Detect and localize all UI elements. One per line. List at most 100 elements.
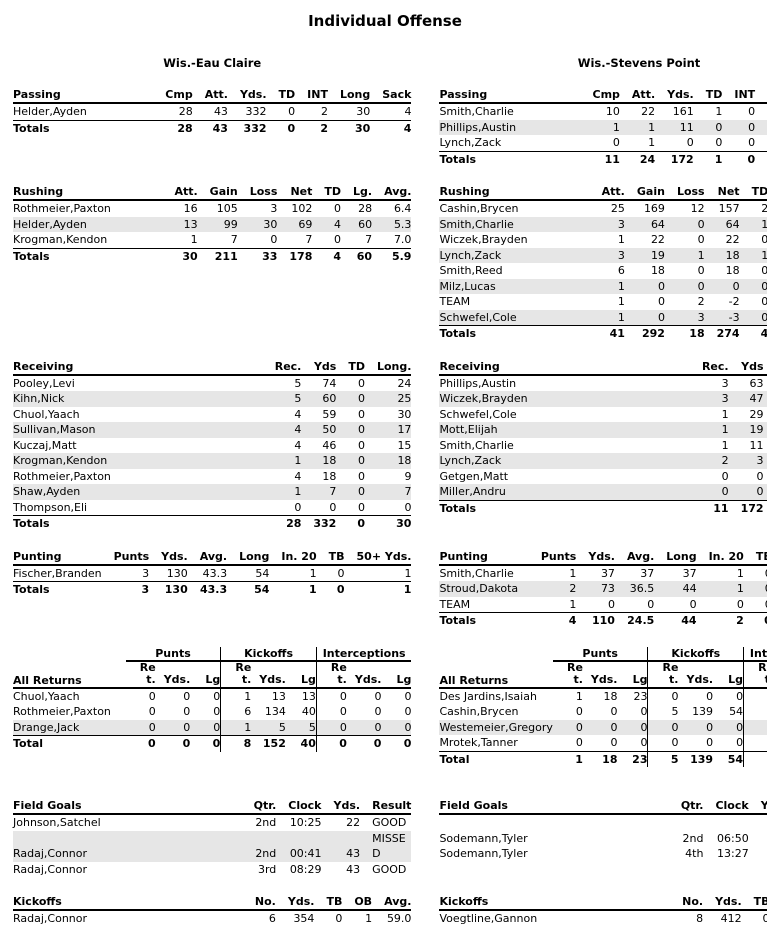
column-header-cell: Net — [704, 185, 740, 201]
stat-value-cell: 1 — [569, 566, 577, 580]
stat-value-cell: 172 — [655, 150, 694, 167]
stat-value-cell: 1 — [689, 422, 729, 438]
stat-value-cell: 40 — [285, 735, 317, 752]
stat-value-cell: 0 — [763, 422, 767, 438]
player-name-cell: Mott,Elijah — [439, 422, 690, 438]
stat-value-cell: 12 — [690, 202, 705, 215]
stat-value-cell: 17 — [364, 422, 412, 438]
stat-value-cell: 63 — [749, 376, 764, 390]
stat-value-cell: 4th — [685, 847, 704, 860]
stat-value-cell: 18 — [322, 469, 337, 483]
stat-value-cell: 2 — [295, 119, 328, 136]
column-header-cell: INT — [722, 88, 756, 104]
column-header-cell: Yds. — [678, 660, 714, 689]
stat-value-cell: 18 — [725, 264, 740, 277]
stat-value-cell: 1 — [589, 309, 625, 326]
punting-table-left: Punting Punts Yds. Avg. Long In. 20 TB 50+ Yds.… — [13, 549, 412, 598]
stat-value-cell: 59.0 — [386, 912, 412, 925]
column-header-cell: TB — [316, 549, 345, 566]
stat-value-cell: 0 — [336, 484, 365, 500]
stat-value-cell: 0 — [721, 469, 729, 483]
table-row: Chuol,Yaach 0 0 0 1 13 13 0 0 0 — [13, 687, 412, 704]
stat-value-cell: 0 — [764, 438, 767, 454]
column-header-cell: TD — [266, 88, 296, 104]
stat-value-cell: -3 — [704, 309, 740, 326]
stat-value-cell: 1 — [739, 247, 767, 263]
stat-value-cell: 54 — [255, 566, 270, 580]
column-header-line2: t. — [337, 673, 347, 686]
stat-value-cell: 4 — [294, 469, 302, 483]
stat-value-cell: 4 — [312, 216, 342, 232]
rushing-table-right: RushingAtt.GainLossNetTDLg.Avg.Cashin,Br… — [439, 185, 767, 342]
stat-value-cell: 99 — [197, 216, 238, 232]
stat-value-cell: 0 — [743, 704, 767, 720]
player-name-cell: Smith,Charlie — [439, 438, 514, 452]
table-row: TEAM1000000 — [439, 597, 767, 613]
player-name-cell: Rothmeier,Paxton — [13, 202, 111, 215]
player-name-cell: Totals — [439, 612, 529, 629]
table-title-cell: Passing — [13, 88, 154, 104]
stat-value-cell: 0 — [357, 407, 365, 421]
stat-value-cell: 3 — [589, 216, 625, 232]
stat-value-cell: 0 — [404, 689, 412, 703]
stat-value-cell: 0 — [336, 515, 365, 532]
stat-value-cell: 1 — [262, 484, 302, 500]
column-header-cell: Yds. — [321, 799, 361, 815]
stat-value-cell: 37 — [600, 566, 615, 580]
stat-value-cell: 64 — [624, 216, 665, 232]
table-row: Helder,Ayden 13 99 30 69 4 60 5.3 — [13, 216, 412, 232]
stat-value-cell: 37 — [640, 566, 655, 580]
stat-value-cell: 3 — [142, 566, 150, 580]
stat-value-cell: 0 — [624, 309, 665, 326]
receiving-table-left: Receiving Rec. Yds TD Long. Pooley,Levi 5 74 0 24… — [13, 359, 412, 532]
column-header-cell: TB — [743, 549, 767, 566]
player-name-cell: Totals — [439, 499, 690, 516]
stat-value-cell: 5 — [251, 719, 286, 736]
stat-value-cell: 24 — [397, 376, 412, 390]
table-title-cell: Kickoffs — [13, 895, 243, 911]
player-name-cell: Cashin,Brycen — [439, 202, 519, 215]
player-name-cell: Schwefel,Cole — [439, 407, 517, 421]
stat-value-cell: 102 — [291, 202, 313, 215]
stat-value-cell: 0 — [664, 278, 705, 294]
table-row: Des Jardins,Isaiah11823000000 — [439, 687, 767, 704]
stat-value-cell: 0 — [374, 705, 382, 718]
stat-value-cell: 22 — [650, 233, 665, 246]
stat-value-cell: 19 — [624, 247, 665, 263]
stat-value-cell: 2 — [761, 202, 767, 215]
column-header-cell: OB — [342, 895, 373, 911]
table-row: Smith,Charlie111011 — [439, 438, 767, 454]
table-body: Helder,Ayden 28 43 332 0 2 30 4 Totals 28 43 332 0 2 3… — [13, 103, 412, 136]
stat-value-cell: 412 — [720, 912, 742, 925]
stat-value-cell: 0 — [748, 136, 756, 149]
stat-value-cell: 44 — [654, 581, 697, 597]
stat-value-cell: 134 — [264, 705, 286, 718]
stat-value-cell: 0 — [346, 719, 382, 736]
stat-value-cell: 0 — [270, 233, 278, 246]
player-name-cell: Mrotek,Tanner — [439, 736, 518, 749]
stat-value-cell: 4 — [370, 119, 412, 136]
stat-value-cell: 0 — [722, 119, 756, 135]
stat-value-cell: 5 — [262, 391, 302, 407]
column-header-cell: Net — [277, 185, 313, 201]
stat-value-cell: 1 — [617, 233, 625, 246]
stat-value-cell: 2 — [528, 581, 577, 597]
stat-value-cell: 1 — [552, 750, 583, 767]
player-name-cell: Des Jardins,Isaiah — [439, 689, 537, 703]
column-header-cell: Cmp — [153, 88, 193, 104]
stat-value-cell: 0 — [763, 453, 767, 469]
totals-row: Totals 28 332 0 30 — [13, 515, 412, 532]
player-name-cell: Fischer,Branden — [13, 566, 102, 580]
stat-value-cell: 0 — [736, 689, 744, 703]
column-header-cell: TB — [314, 895, 343, 911]
stat-value-cell: 4 — [739, 325, 767, 342]
stat-value-cell: 29 — [749, 407, 764, 421]
stat-value-cell: 1 — [262, 453, 302, 469]
table-title-cell: All Returns — [439, 660, 553, 689]
column-header-line2: t. — [241, 673, 252, 686]
